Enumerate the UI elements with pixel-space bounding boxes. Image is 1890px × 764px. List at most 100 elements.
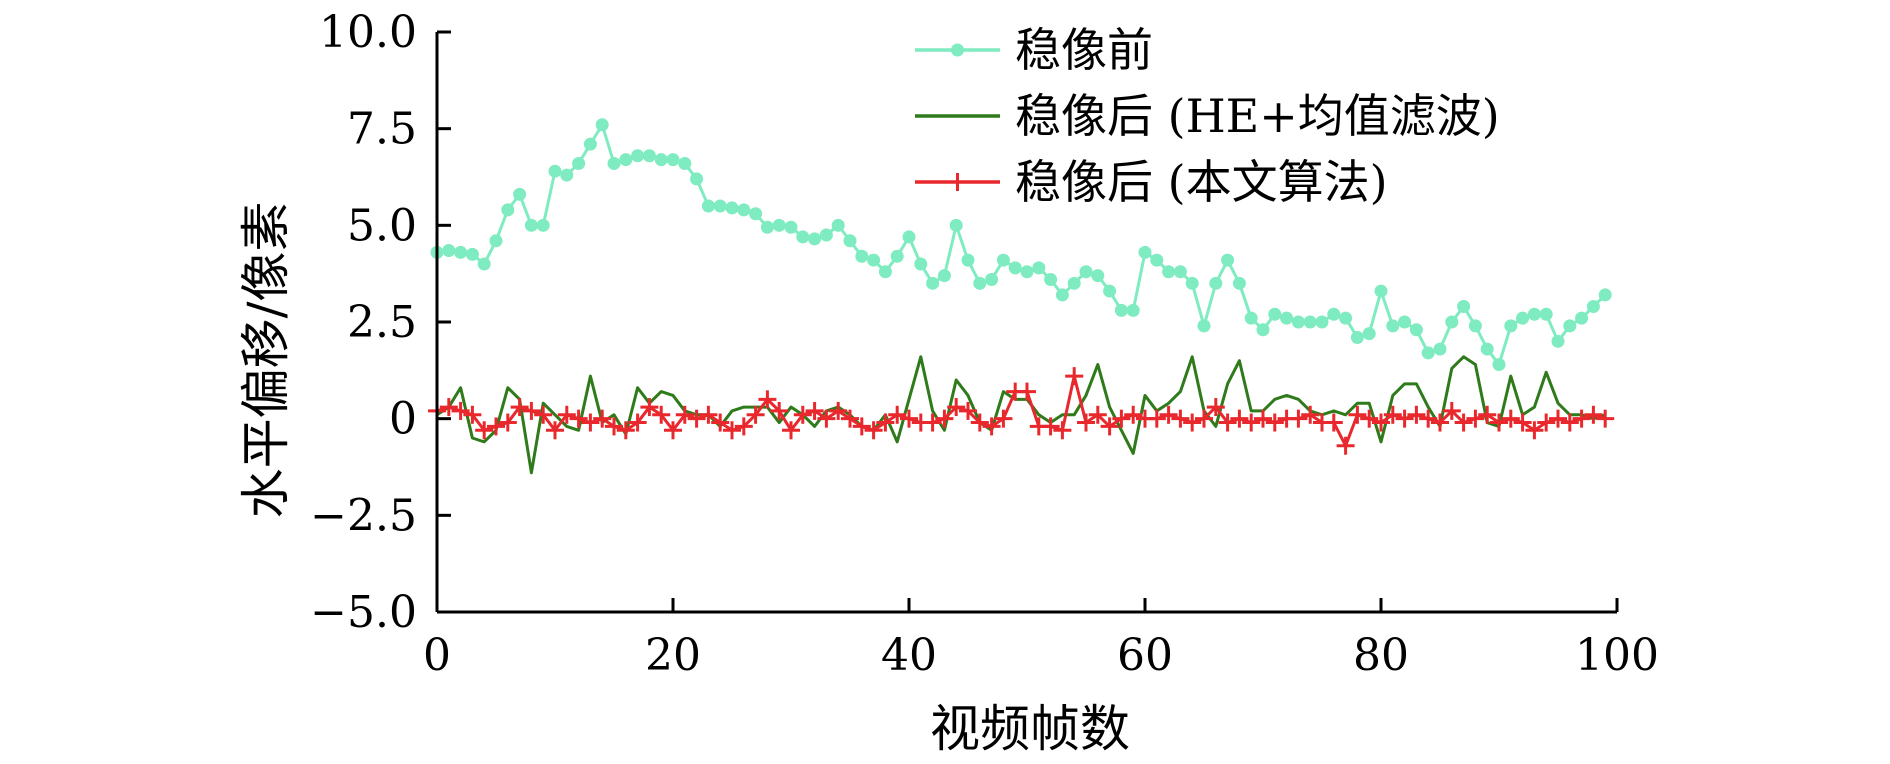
data-point [1395,409,1414,428]
data-point [640,398,659,417]
data-point [522,401,541,420]
data-point [796,230,810,244]
data-point [784,220,798,234]
data-point [1348,405,1367,424]
y-tick-label: 0 [389,394,417,445]
data-point [888,405,907,424]
data-point [973,276,987,290]
data-point [498,413,517,432]
data-point [1289,409,1308,428]
data-point [1159,405,1178,424]
data-point [1598,288,1612,302]
data-point [1206,398,1225,417]
data-point [1301,405,1320,424]
data-point [1032,261,1046,275]
data-point [628,413,647,432]
data-point [1077,413,1095,432]
data-point [959,401,977,420]
data-point [489,234,503,248]
series-3 [428,367,1615,455]
data-point [546,421,564,440]
data-point [935,409,954,428]
data-point [831,218,845,232]
data-point [1537,413,1556,432]
data-point [1065,367,1084,386]
data-point [1419,409,1438,428]
data-point [1383,405,1402,424]
data-point [1126,303,1140,317]
data-point [605,417,623,436]
x-tick-label: 100 [1575,630,1659,681]
data-point [1244,311,1258,325]
data-point [864,421,883,440]
data-point [1147,409,1166,428]
data-point [1138,245,1152,259]
data-point [926,276,940,290]
data-point [631,149,645,163]
series-layer [428,118,1615,475]
data-point [675,405,694,424]
data-point [451,401,470,420]
data-point [1560,413,1579,432]
data-point [770,401,789,420]
data-point [690,172,704,186]
y-tick-label: 5.0 [347,200,417,251]
data-point [713,199,727,213]
data-point [1527,307,1541,321]
y-tick-label: −2.5 [310,490,417,541]
data-point [734,417,753,436]
data-point [699,405,718,424]
data-point [619,153,633,167]
data-point [465,247,479,261]
data-point [725,201,739,215]
data-point [1112,409,1131,428]
data-point [1468,319,1482,333]
data-point [687,409,706,428]
data-point [1008,261,1022,275]
data-point [642,149,656,163]
legend-label: 稳像前 [1015,23,1153,77]
data-point [1409,323,1423,337]
data-point [1374,284,1388,298]
data-point [772,218,786,232]
data-point [1421,346,1435,360]
data-point [758,390,777,409]
data-point [442,243,456,257]
data-point [1315,315,1329,329]
data-point [947,398,966,417]
y-tick-label: 10.0 [319,7,417,58]
data-point [1442,401,1461,420]
data-point [855,249,869,263]
data-point [1372,413,1390,432]
data-point [878,265,892,279]
y-tick-label: −5.0 [310,587,417,638]
data-point [1362,327,1376,341]
data-point [808,232,822,246]
data-point [817,409,836,428]
data-point [1100,417,1119,436]
data-point [867,253,881,267]
data-point [937,269,951,283]
data-point [1183,413,1202,432]
data-point [1265,413,1284,432]
data-point [923,413,942,432]
data-point [1445,315,1459,329]
data-point [841,409,859,428]
data-point [711,413,730,432]
data-point [1454,413,1473,432]
legend-marker [951,43,964,57]
data-point [1386,319,1400,333]
data-point [1407,405,1426,424]
data-point [1018,382,1036,401]
data-point [534,405,553,424]
data-point [1572,409,1591,428]
data-point [1504,319,1518,333]
y-axis-title: 水平偏移/像素 [237,202,295,519]
data-point [569,409,588,428]
data-point [970,413,989,432]
data-point [607,156,621,170]
data-point [1268,307,1282,321]
data-point [1360,409,1379,428]
data-point [760,220,774,234]
data-point [793,405,812,424]
